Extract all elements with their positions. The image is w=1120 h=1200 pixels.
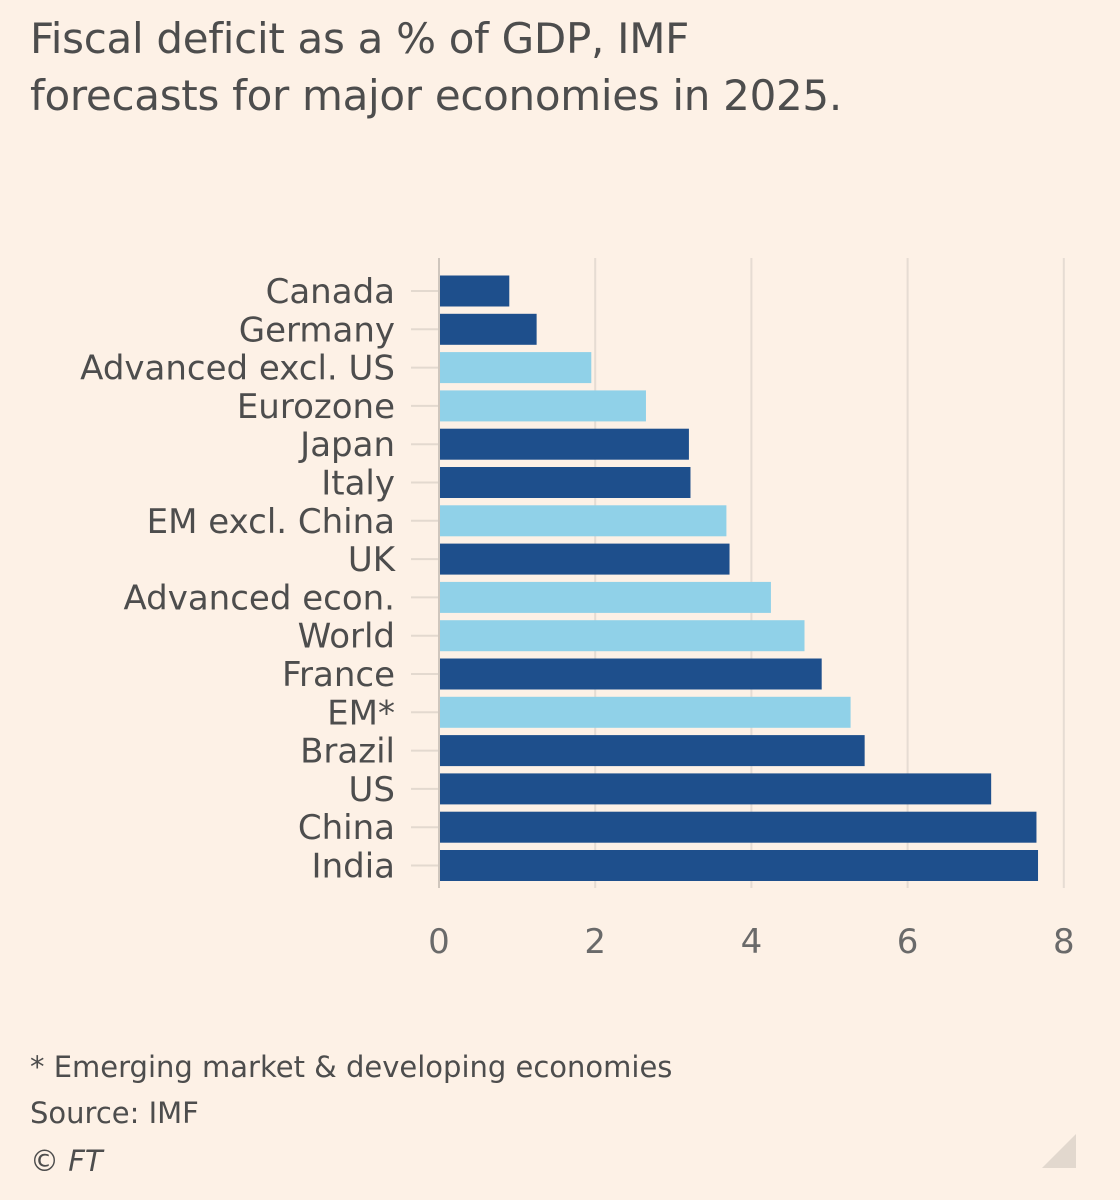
- bar: [439, 313, 537, 345]
- category-label: China: [298, 808, 395, 848]
- bar: [439, 850, 1039, 881]
- chart-title: Fiscal deficit as a % of GDP, IMF foreca…: [30, 10, 1070, 124]
- category-label: EM excl. China: [147, 502, 395, 542]
- bar: [439, 467, 691, 498]
- x-tick-label: 2: [584, 922, 606, 962]
- category-label: India: [312, 847, 395, 887]
- copyright-note: © FT: [30, 1144, 103, 1178]
- category-label: Canada: [266, 272, 395, 312]
- footnote: * Emerging market & developing economies: [30, 1050, 673, 1084]
- title-line-2: forecasts for major economies in 2025.: [30, 71, 842, 120]
- category-label: UK: [348, 540, 397, 580]
- category-label: Advanced econ.: [123, 578, 395, 618]
- bar: [439, 581, 771, 613]
- x-tick-label: 8: [1053, 922, 1075, 962]
- bar: [439, 352, 592, 384]
- bar: [439, 620, 805, 652]
- category-label: France: [282, 655, 395, 695]
- bar: [439, 390, 646, 422]
- bar: [439, 658, 822, 690]
- category-label: World: [298, 617, 395, 657]
- x-tick-label: 6: [897, 922, 919, 962]
- x-tick-label: 4: [741, 922, 763, 962]
- bar: [439, 696, 851, 728]
- category-label: EM*: [327, 693, 395, 733]
- x-tick-label: 0: [428, 922, 450, 962]
- category-label: Brazil: [300, 732, 395, 772]
- resize-corner-icon[interactable]: [1042, 1134, 1076, 1168]
- category-label: Italy: [321, 464, 395, 504]
- category-label: US: [349, 770, 395, 810]
- category-label: Japan: [298, 425, 395, 465]
- bar: [439, 735, 865, 767]
- category-label: Germany: [239, 310, 395, 350]
- source-note: Source: IMF: [30, 1096, 199, 1130]
- bar: [439, 275, 510, 307]
- bar: [439, 505, 727, 537]
- bar: [439, 773, 992, 805]
- bar: [439, 428, 689, 460]
- category-label: Advanced excl. US: [80, 349, 395, 389]
- title-line-1: Fiscal deficit as a % of GDP, IMF: [30, 14, 689, 63]
- category-label: Eurozone: [237, 387, 395, 427]
- bar: [439, 811, 1037, 843]
- bar: [439, 543, 730, 575]
